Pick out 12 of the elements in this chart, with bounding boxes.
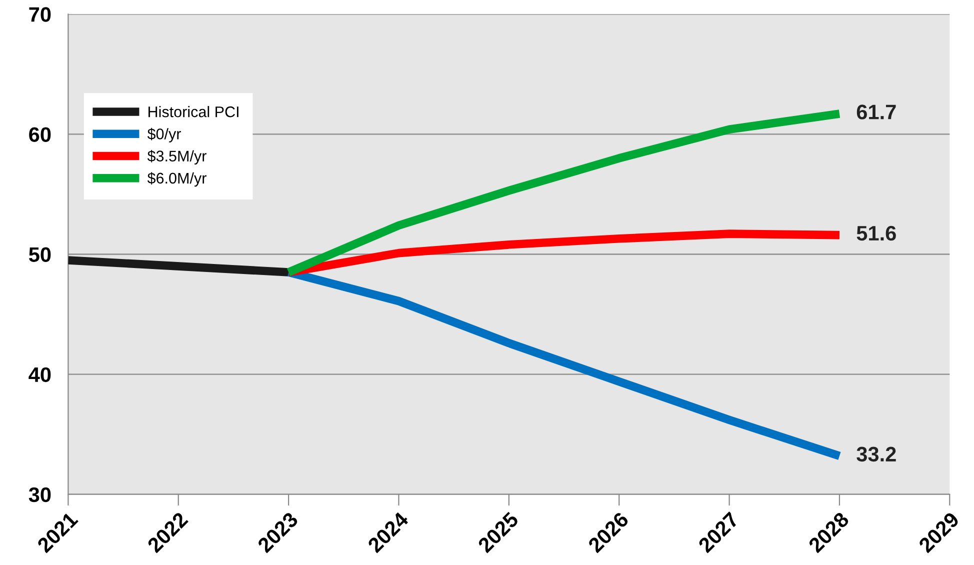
data-label: 51.6 (856, 226, 896, 241)
y-tick-label: 60 (29, 127, 51, 142)
legend-label: $6.0M/yr (147, 172, 206, 187)
legend-label: Historical PCI (148, 106, 238, 118)
data-label: 61.7 (856, 104, 896, 120)
y-tick-label: 50 (28, 247, 51, 262)
y-tick-label: 30 (28, 487, 51, 502)
y-tick-label: 70 (29, 7, 51, 22)
data-label: 33.2 (856, 446, 896, 462)
legend-label: $0/yr (147, 128, 181, 142)
y-tick-label: 40 (28, 367, 51, 382)
legend-label: $3.5M/yr (147, 150, 206, 165)
